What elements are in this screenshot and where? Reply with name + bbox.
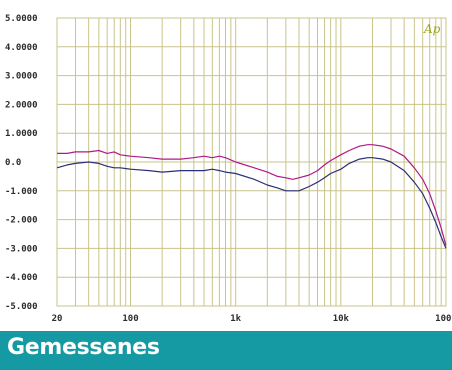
y-tick-label: -3.000 <box>5 244 38 254</box>
x-axis-ticks: 20 100 1k 10k 100k <box>52 314 452 324</box>
y-tick-label: 4.0000 <box>5 43 38 53</box>
series-group <box>56 144 447 249</box>
y-tick-label: 5.0000 <box>5 14 38 24</box>
y-tick-label: 0.0 <box>5 158 21 168</box>
caption-title: Gemessenes <box>7 335 160 360</box>
frequency-response-chart: 5.0000 4.0000 3.0000 2.0000 1.0000 0.0 -1.000 -… <box>5 14 452 324</box>
series-line-1 <box>57 144 447 246</box>
caption-band: Gemessenes <box>0 331 452 370</box>
grid <box>56 17 446 307</box>
y-tick-label: -2.000 <box>5 216 38 226</box>
y-tick-label: 2.0000 <box>5 100 38 110</box>
series-line-2 <box>56 157 447 249</box>
x-tick-label: 100k <box>435 314 452 324</box>
y-tick-label: -4.000 <box>5 273 38 283</box>
y-tick-label: 1.0000 <box>5 129 38 139</box>
x-tick-label: 10k <box>333 314 350 324</box>
y-tick-label: -1.000 <box>5 187 38 197</box>
y-tick-label: -5.000 <box>5 302 38 312</box>
chart-svg: 5.0000 4.0000 3.0000 2.0000 1.0000 0.0 -1.000 -… <box>5 14 452 324</box>
y-axis-ticks: 5.0000 4.0000 3.0000 2.0000 1.0000 0.0 -1.000 -… <box>5 14 38 312</box>
x-tick-label: 100 <box>122 314 138 324</box>
ap-logo: Ap <box>423 22 441 36</box>
y-tick-label: 3.0000 <box>5 72 38 82</box>
x-tick-label: 20 <box>52 314 63 324</box>
x-tick-label: 1k <box>230 314 241 324</box>
